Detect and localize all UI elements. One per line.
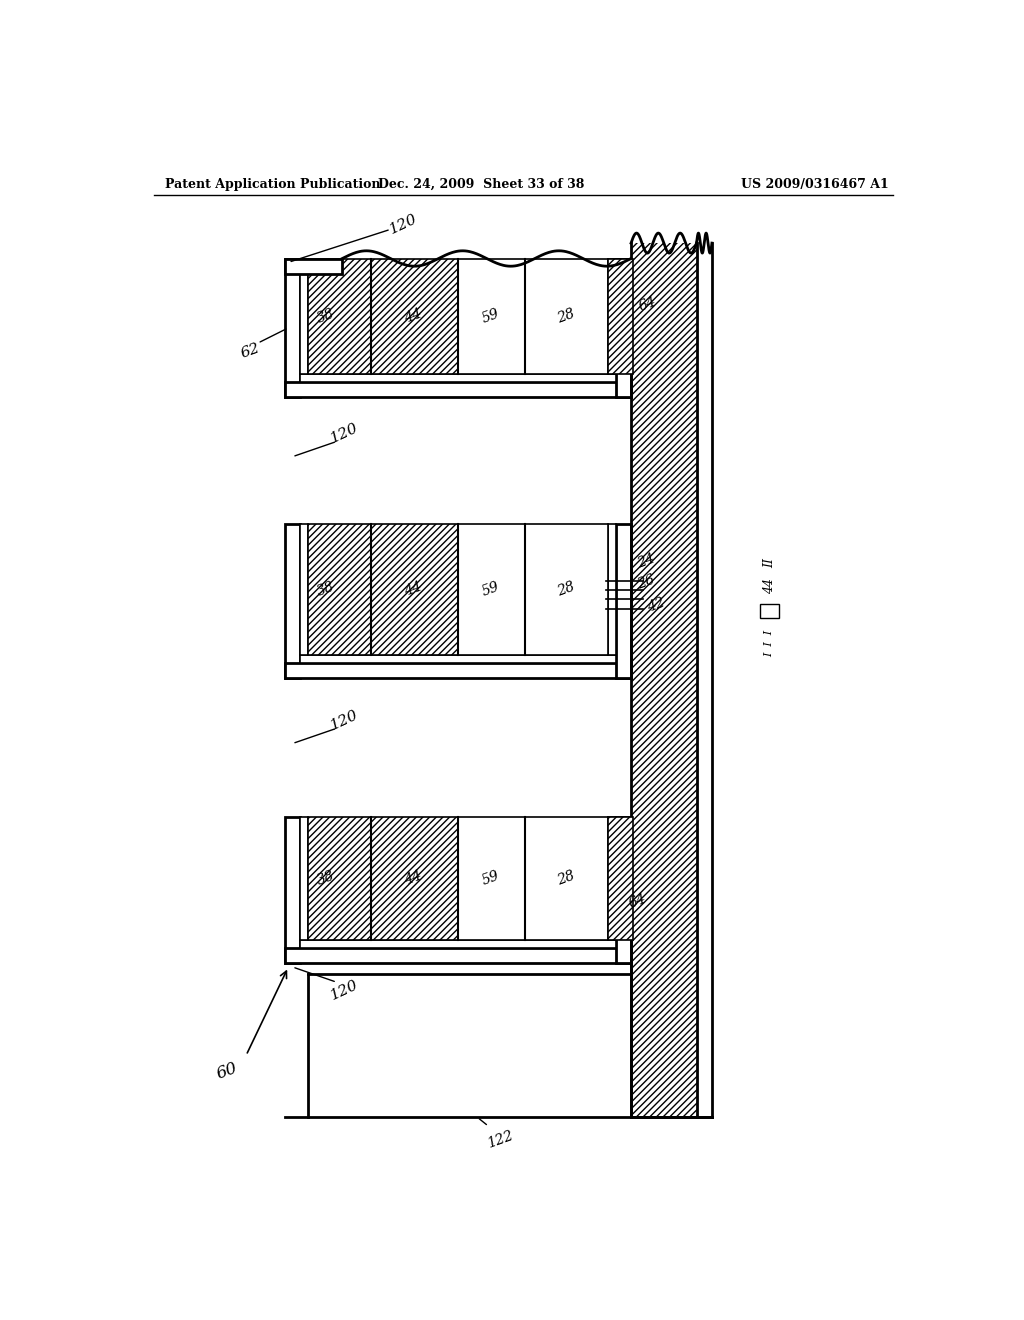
Text: 44: 44 <box>763 578 776 594</box>
Bar <box>761 605 779 618</box>
Bar <box>300 259 307 374</box>
Bar <box>631 243 696 1117</box>
Bar <box>300 524 307 655</box>
Text: US 2009/0316467 A1: US 2009/0316467 A1 <box>741 178 889 190</box>
Text: 59: 59 <box>480 579 502 599</box>
Bar <box>307 524 458 655</box>
Bar <box>615 524 631 678</box>
Bar <box>307 817 458 940</box>
Text: 59: 59 <box>480 869 502 888</box>
Bar <box>608 817 615 940</box>
Bar <box>615 259 631 397</box>
Bar <box>285 381 631 397</box>
Bar <box>300 655 615 663</box>
Text: 59: 59 <box>480 306 502 326</box>
Bar <box>307 259 458 374</box>
Bar <box>458 524 608 655</box>
Text: 28: 28 <box>555 869 577 888</box>
Text: 44: 44 <box>402 869 424 888</box>
Text: 28: 28 <box>555 306 577 326</box>
Bar <box>458 259 608 374</box>
Bar <box>300 817 307 940</box>
Text: 44: 44 <box>402 579 424 599</box>
Text: 120: 120 <box>329 421 360 446</box>
Bar <box>608 817 634 940</box>
Text: 26: 26 <box>635 573 656 591</box>
Bar <box>285 259 342 275</box>
Text: 44: 44 <box>402 306 424 326</box>
Bar <box>285 663 631 678</box>
Bar <box>608 259 634 374</box>
Bar <box>285 524 300 678</box>
Bar <box>285 817 300 964</box>
Bar <box>300 374 615 381</box>
Text: 38: 38 <box>315 306 337 326</box>
Text: 62: 62 <box>239 341 261 360</box>
Text: 60: 60 <box>214 1059 240 1082</box>
Text: 28: 28 <box>555 579 577 599</box>
Bar <box>285 948 631 964</box>
Bar <box>285 259 300 397</box>
Text: 120: 120 <box>329 708 360 733</box>
Text: Patent Application Publication: Patent Application Publication <box>165 178 381 190</box>
Text: 120: 120 <box>329 978 360 1002</box>
Text: II: II <box>763 557 776 568</box>
Text: 38: 38 <box>315 869 337 888</box>
Bar <box>608 259 615 374</box>
Text: 24: 24 <box>635 552 656 570</box>
Bar <box>300 940 615 948</box>
Text: I  I  I: I I I <box>765 630 775 657</box>
Text: 120: 120 <box>388 211 420 236</box>
Text: 64: 64 <box>627 892 648 911</box>
Bar <box>615 817 631 964</box>
Text: 38: 38 <box>315 579 337 599</box>
Text: 122: 122 <box>485 1129 515 1151</box>
Text: 42: 42 <box>645 595 667 615</box>
Bar <box>608 524 615 655</box>
Text: 64: 64 <box>637 296 658 314</box>
Text: Dec. 24, 2009  Sheet 33 of 38: Dec. 24, 2009 Sheet 33 of 38 <box>378 178 584 190</box>
Bar <box>458 817 608 940</box>
